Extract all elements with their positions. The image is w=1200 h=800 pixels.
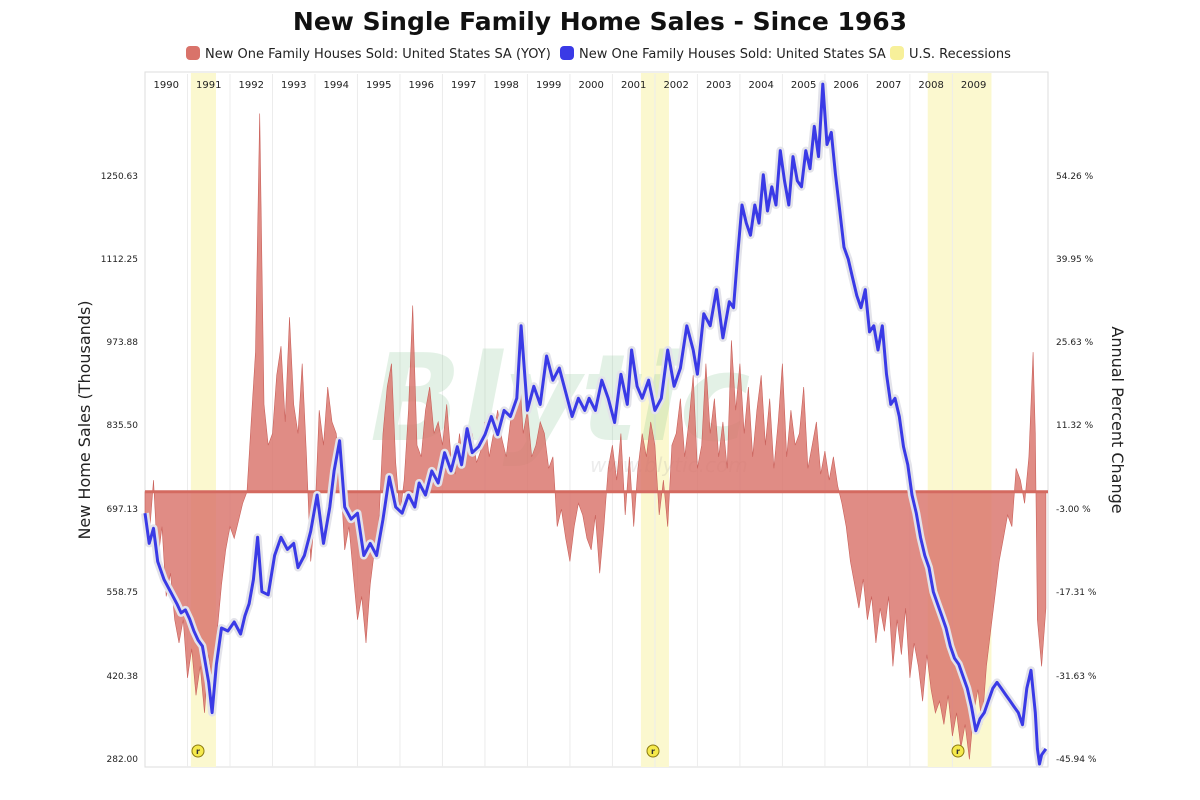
right-tick-label: 25.63 % <box>1056 338 1094 348</box>
recession-marker-label: r <box>956 747 960 756</box>
x-tick-label: 2004 <box>748 80 773 91</box>
legend-label-recession: U.S. Recessions <box>909 47 1011 62</box>
right-tick-label: -3.00 % <box>1056 505 1091 515</box>
x-axis-year-ticks: 1990 1991 1992 1993 1994 1995 1996 1997 1998 1999… <box>154 80 987 91</box>
left-tick-label: 835.50 <box>107 421 139 431</box>
left-tick-label: 697.13 <box>107 505 139 515</box>
x-tick-label: 2000 <box>578 80 603 91</box>
right-tick-label: 39.95 % <box>1056 255 1094 265</box>
x-tick-label: 2006 <box>833 80 858 91</box>
legend-swatch-recession <box>890 46 904 60</box>
recession-marker-label: r <box>651 747 655 756</box>
x-tick-label: 1995 <box>366 80 391 91</box>
left-tick-label: 420.38 <box>107 672 139 682</box>
recession-marker-1[interactable]: r <box>646 744 660 758</box>
left-tick-label: 973.88 <box>107 338 139 348</box>
legend-swatch-yoy <box>186 46 200 60</box>
x-tick-label: 1999 <box>536 80 561 91</box>
left-tick-label: 558.75 <box>107 588 139 598</box>
x-tick-label: 2002 <box>663 80 688 91</box>
right-axis-ticks: -45.94 % -31.63 % -17.31 % -3.00 % 11.32 % 25… <box>1056 172 1097 765</box>
right-tick-label: -17.31 % <box>1056 588 1097 598</box>
recession-marker-icon <box>646 744 660 758</box>
left-axis-ticks: 282.00 420.38 558.75 697.13 835.50 973.88 1112… <box>101 172 138 765</box>
legend-label-sales: New One Family Houses Sold: United State… <box>579 47 886 62</box>
x-tick-label: 1996 <box>408 80 433 91</box>
x-tick-label: 1997 <box>451 80 476 91</box>
yoy-area-series <box>144 113 1048 760</box>
left-axis-title: New Home Sales (Thousands) <box>75 300 94 539</box>
right-tick-label: -31.63 % <box>1056 672 1097 682</box>
right-tick-label: 11.32 % <box>1056 421 1094 431</box>
x-tick-label: 2003 <box>706 80 731 91</box>
right-axis-title: Annual Percent Change <box>1108 326 1127 513</box>
sales-line-series <box>141 80 1050 768</box>
x-tick-label: 2007 <box>876 80 901 91</box>
recession-marker-icon <box>191 744 205 758</box>
legend: New One Family Houses Sold: United State… <box>186 46 1011 62</box>
left-tick-label: 1112.25 <box>101 255 138 265</box>
legend-label-yoy: New One Family Houses Sold: United State… <box>205 47 551 62</box>
x-tick-label: 2009 <box>961 80 986 91</box>
yoy-area <box>144 113 1047 760</box>
legend-swatch-sales <box>560 46 574 60</box>
recession-marker-2[interactable]: r <box>951 744 965 758</box>
x-tick-label: 1991 <box>196 80 221 91</box>
right-tick-label: 54.26 % <box>1056 172 1094 182</box>
x-tick-label: 1994 <box>323 80 348 91</box>
x-tick-label: 2001 <box>621 80 646 91</box>
x-tick-label: 1998 <box>493 80 518 91</box>
left-tick-label: 282.00 <box>107 755 139 765</box>
chart-title: New Single Family Home Sales - Since 196… <box>293 7 907 36</box>
x-tick-label: 1993 <box>281 80 306 91</box>
recession-marker-icon <box>951 744 965 758</box>
left-tick-label: 1250.63 <box>101 172 138 182</box>
x-tick-label: 1990 <box>154 80 179 91</box>
sales-line <box>143 82 1048 766</box>
x-tick-label: 2008 <box>918 80 943 91</box>
right-tick-label: -45.94 % <box>1056 755 1097 765</box>
x-tick-label: 1992 <box>239 80 264 91</box>
x-tick-label: 2005 <box>791 80 816 91</box>
recession-marker-0[interactable]: r <box>191 744 205 758</box>
recession-marker-label: r <box>196 747 200 756</box>
